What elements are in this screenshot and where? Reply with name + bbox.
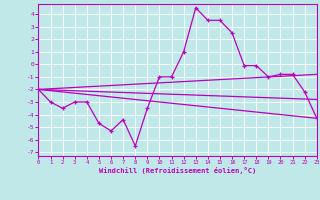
X-axis label: Windchill (Refroidissement éolien,°C): Windchill (Refroidissement éolien,°C) [99, 167, 256, 174]
